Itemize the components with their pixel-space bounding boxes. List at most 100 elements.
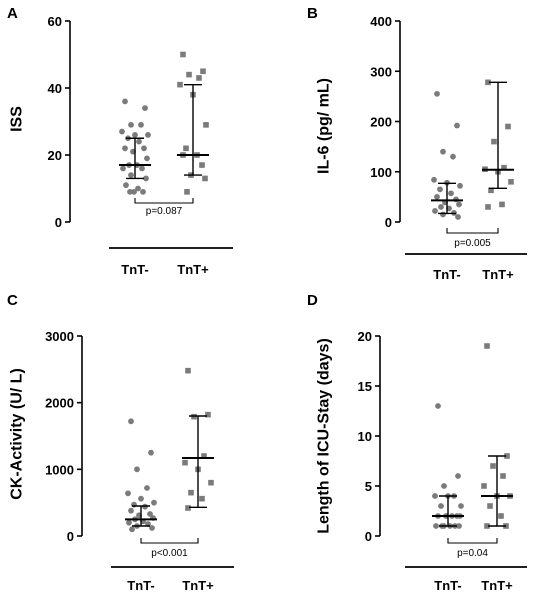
data-point xyxy=(501,164,507,171)
data-point xyxy=(440,148,446,155)
data-point xyxy=(144,485,150,491)
panel-b: B 0 100 200 300 400 IL-6 (pg/ mL) p=0.005 TnT- Tn… xyxy=(307,5,527,282)
data-point xyxy=(203,122,209,128)
data-point xyxy=(456,523,462,529)
data-point xyxy=(126,519,132,526)
data-point xyxy=(127,188,133,195)
data-point xyxy=(122,98,128,105)
data-point xyxy=(456,201,462,208)
group-label: TnT- xyxy=(121,262,148,277)
data-point xyxy=(144,155,150,162)
y-axis-label: ISS xyxy=(9,106,26,132)
y-tick-label: 60 xyxy=(48,14,62,29)
data-point xyxy=(450,153,456,160)
panel-letter: C xyxy=(7,292,18,309)
data-point xyxy=(490,463,496,469)
significance-bracket xyxy=(447,538,498,544)
data-point xyxy=(128,121,134,128)
data-point xyxy=(508,179,514,185)
panel-letter: A xyxy=(7,5,18,22)
data-point xyxy=(488,187,494,194)
data-point xyxy=(186,71,192,78)
panel-d: D 0 5 10 15 20 Length of ICU-Stay (days) p=0.04… xyxy=(307,292,527,593)
y-tick-label: 15 xyxy=(358,379,372,394)
data-point xyxy=(177,81,183,88)
data-point xyxy=(136,138,142,145)
p-value-label: p<0.001 xyxy=(151,548,188,559)
data-point xyxy=(128,418,134,425)
data-point xyxy=(151,499,157,506)
data-point xyxy=(484,343,490,349)
y-axis-label: CK-Activity (U/ L) xyxy=(9,368,26,500)
data-point xyxy=(148,449,154,456)
y-tick-label: 300 xyxy=(370,64,392,79)
data-point xyxy=(185,367,191,374)
data-point xyxy=(199,495,205,502)
data-point xyxy=(433,523,439,529)
data-point xyxy=(432,208,438,214)
y-tick-label: 100 xyxy=(370,165,392,180)
data-point xyxy=(147,511,153,517)
data-point xyxy=(431,176,437,183)
data-point xyxy=(180,51,186,58)
data-point xyxy=(142,105,148,111)
data-point xyxy=(454,122,460,129)
data-point xyxy=(458,503,464,509)
data-point xyxy=(143,175,149,182)
data-point xyxy=(201,453,207,459)
data-point xyxy=(128,172,134,179)
data-point xyxy=(149,525,155,531)
group-label: TnT- xyxy=(434,578,461,593)
data-point xyxy=(134,466,140,473)
data-point xyxy=(185,505,191,511)
data-point xyxy=(441,483,447,489)
data-point xyxy=(455,473,461,479)
data-point xyxy=(499,201,505,208)
data-point xyxy=(140,188,146,195)
data-point xyxy=(485,204,491,210)
data-point xyxy=(485,79,491,86)
data-point xyxy=(208,479,214,486)
panel-a: A 0 20 40 60 ISS p=0.087 TnT- TnT+ xyxy=(7,5,233,277)
data-point xyxy=(455,214,461,220)
y-tick-label: 20 xyxy=(48,148,62,163)
data-point xyxy=(196,75,202,81)
y-tick-label: 0 xyxy=(365,529,372,544)
data-point xyxy=(500,473,506,479)
y-tick-label: 20 xyxy=(358,329,372,344)
y-tick-label: 40 xyxy=(48,81,62,96)
y-tick-label: 0 xyxy=(385,215,392,230)
y-tick-label: 200 xyxy=(370,115,392,130)
significance-bracket xyxy=(140,538,199,544)
y-tick-label: 5 xyxy=(365,479,372,494)
data-point xyxy=(145,132,151,138)
data-point xyxy=(437,186,443,193)
data-point xyxy=(202,175,208,182)
significance-bracket xyxy=(446,228,499,234)
y-axis-label: Length of ICU-Stay (days) xyxy=(316,338,333,534)
data-point xyxy=(123,182,129,189)
group-label: TnT+ xyxy=(482,267,514,282)
significance-bracket xyxy=(134,198,194,204)
data-point xyxy=(119,128,125,135)
data-point xyxy=(440,211,446,218)
y-tick-label: 1000 xyxy=(45,462,74,477)
data-point xyxy=(484,523,490,529)
data-point xyxy=(132,132,138,138)
data-point xyxy=(139,165,145,172)
panel-letter: D xyxy=(307,292,318,309)
p-value-label: p=0.005 xyxy=(454,238,491,249)
data-point xyxy=(122,145,128,152)
data-point xyxy=(125,490,131,497)
panel-c: C 0 1000 2000 3000 CK-Activity (U/ L) p<0.001 T… xyxy=(7,292,234,593)
data-point xyxy=(491,138,497,145)
data-point xyxy=(188,489,194,496)
group-label: TnT+ xyxy=(182,578,214,593)
data-point xyxy=(504,453,510,459)
y-tick-label: 400 xyxy=(370,14,392,29)
data-point xyxy=(453,196,459,203)
data-point xyxy=(131,188,137,195)
data-point xyxy=(434,193,440,200)
y-axis-label: IL-6 (pg/ mL) xyxy=(316,78,333,174)
data-point xyxy=(183,145,189,152)
